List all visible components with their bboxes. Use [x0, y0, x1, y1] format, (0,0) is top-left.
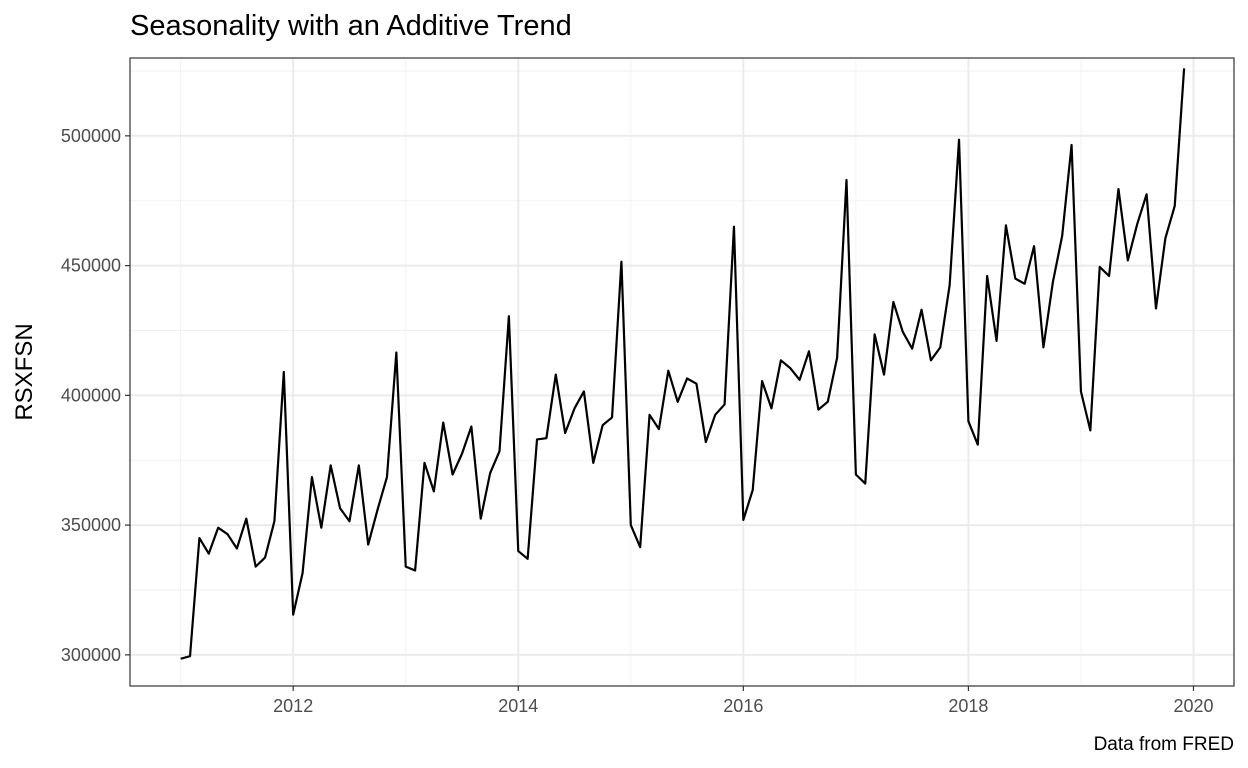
x-tick-label: 2020 — [1173, 696, 1213, 716]
chart-caption: Data from FRED — [1094, 734, 1234, 755]
y-axis: 300000 350000 400000 450000 500000 — [61, 126, 130, 665]
major-gridlines — [130, 58, 1234, 686]
y-tick-label: 300000 — [61, 645, 121, 665]
panel-border — [129, 57, 1235, 687]
y-tick-label: 450000 — [61, 256, 121, 276]
y-tick-label: 350000 — [61, 515, 121, 535]
series-line — [180, 68, 1186, 660]
x-tick-label: 2014 — [498, 696, 538, 716]
y-tick-label: 400000 — [61, 385, 121, 405]
chart-title: Seasonality with an Additive Trend — [130, 10, 572, 42]
x-tick-label: 2016 — [723, 696, 763, 716]
x-tick-label: 2018 — [948, 696, 988, 716]
x-tick-label: 2012 — [273, 696, 313, 716]
x-axis: 2012 2014 2016 2018 2020 — [273, 686, 1214, 716]
y-axis-label: RSXFSN — [11, 323, 38, 420]
minor-gridlines — [130, 58, 1234, 686]
y-tick-label: 500000 — [61, 126, 121, 146]
